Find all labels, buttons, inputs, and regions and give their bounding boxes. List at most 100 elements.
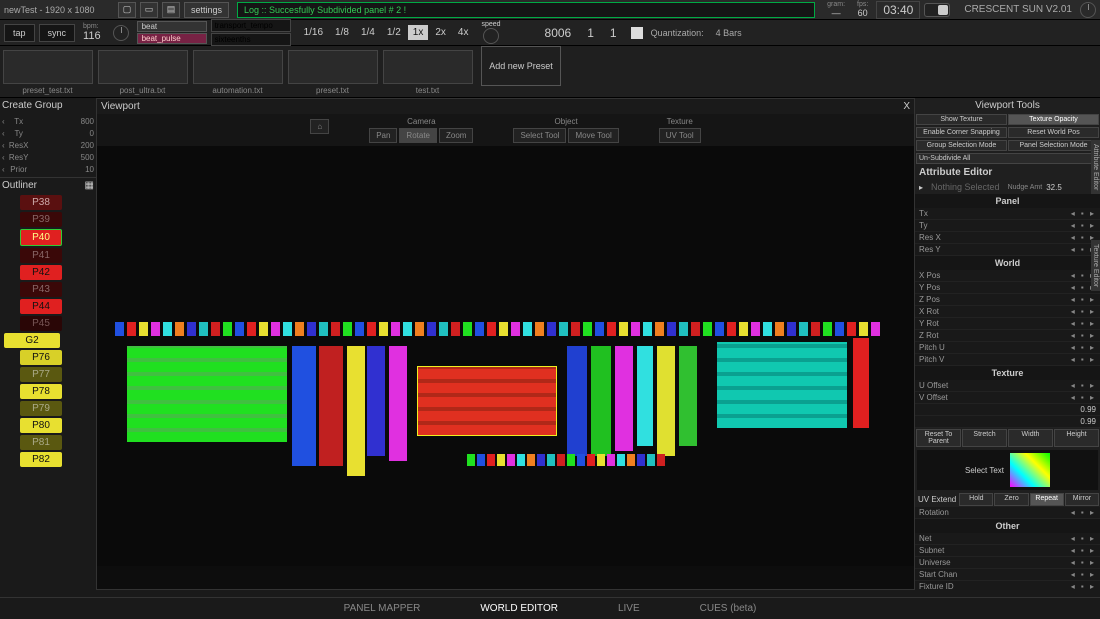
outliner-menu-icon[interactable]: ▦ <box>85 180 94 191</box>
transport-fields[interactable] <box>211 19 291 46</box>
bottom-tab[interactable]: LIVE <box>618 603 640 614</box>
outliner-item[interactable]: P80 <box>20 418 62 433</box>
preset-slot[interactable]: test.txt <box>380 46 475 97</box>
vpt-pill[interactable]: Group Selection Mode <box>916 140 1007 151</box>
texture-thumbnail[interactable]: Select Text <box>917 450 1098 490</box>
mult-1/8[interactable]: 1/8 <box>330 25 354 40</box>
cg-row[interactable]: ‹Ty0 <box>2 127 94 139</box>
side-tab-texture[interactable]: Texture Editor <box>1091 240 1100 291</box>
attr-row[interactable]: 0.99 <box>915 404 1100 416</box>
outliner-item[interactable]: P42 <box>20 265 62 280</box>
outliner-item[interactable]: P38 <box>20 195 62 210</box>
mult-4x[interactable]: 4x <box>453 25 474 40</box>
preset-slot[interactable]: post_ultra.txt <box>95 46 190 97</box>
quant-value[interactable]: 4 Bars <box>716 28 742 38</box>
master-dial-icon[interactable] <box>1080 2 1096 18</box>
tex-btn[interactable]: Stretch <box>962 429 1007 447</box>
subdivision-input[interactable] <box>211 33 291 46</box>
tool-move tool[interactable]: Move Tool <box>568 128 618 143</box>
attr-row[interactable]: Net◂ ▪ ▸ <box>915 533 1100 545</box>
collapse-icon[interactable]: ▸ <box>919 183 923 192</box>
vpt-pill[interactable]: Panel Selection Mode <box>1008 140 1099 151</box>
attr-row[interactable]: Res X◂ ▪ ▸ <box>915 232 1100 244</box>
attr-row[interactable]: Y Pos◂ ▪ ▸ <box>915 282 1100 294</box>
panel-block[interactable] <box>615 346 633 451</box>
mult-1x[interactable]: 1x <box>408 25 429 40</box>
vpt-pill[interactable]: Show Texture <box>916 114 1007 125</box>
outliner-item[interactable]: P44 <box>20 299 62 314</box>
outliner-item[interactable]: G2 <box>4 333 60 348</box>
attr-row[interactable]: Pitch U◂ ▪ ▸ <box>915 342 1100 354</box>
tex-btn[interactable]: Width <box>1008 429 1053 447</box>
tool-pan[interactable]: Pan <box>369 128 397 143</box>
attr-row[interactable]: Z Rot◂ ▪ ▸ <box>915 330 1100 342</box>
attr-row[interactable]: Z Pos◂ ▪ ▸ <box>915 294 1100 306</box>
mult-1/4[interactable]: 1/4 <box>356 25 380 40</box>
uv-extend-btn[interactable]: Zero <box>994 493 1028 506</box>
unsubdivide-button[interactable]: Un-Subdivide All <box>916 153 1100 164</box>
vpt-pill[interactable]: Texture Opacity <box>1008 114 1099 125</box>
bottom-tab[interactable]: CUES (beta) <box>700 603 757 614</box>
tool-select tool[interactable]: Select Tool <box>513 128 566 143</box>
panel-block[interactable] <box>679 346 697 446</box>
vpt-pill[interactable]: Enable Corner Snapping <box>916 127 1007 138</box>
canvas-3d[interactable] <box>97 146 914 566</box>
bpm-dial-icon[interactable] <box>113 25 129 41</box>
bottom-tab[interactable]: PANEL MAPPER <box>344 603 421 614</box>
panel-block[interactable] <box>127 346 287 442</box>
save-icon[interactable]: ▤ <box>162 2 180 18</box>
panel-block[interactable] <box>567 346 587 456</box>
outliner-item[interactable]: P76 <box>20 350 62 365</box>
beat-select[interactable]: beatbeat_pulse <box>137 21 207 44</box>
power-toggle[interactable] <box>924 3 950 17</box>
tex-btn[interactable]: Reset To Parent <box>916 429 961 447</box>
outliner-item[interactable]: P39 <box>20 212 62 227</box>
outliner-item[interactable]: P41 <box>20 248 62 263</box>
speed-control[interactable]: speed <box>481 21 500 44</box>
attr-row[interactable]: Ty◂ ▪ ▸ <box>915 220 1100 232</box>
outliner-item[interactable]: P43 <box>20 282 62 297</box>
preset-slot[interactable]: automation.txt <box>190 46 285 97</box>
attr-row[interactable]: Res Y◂ ▪ ▸ <box>915 244 1100 256</box>
panel-block[interactable] <box>367 346 385 456</box>
vpt-pill[interactable]: Reset World Pos <box>1008 127 1099 138</box>
attr-row[interactable]: Y Rot◂ ▪ ▸ <box>915 318 1100 330</box>
cg-row[interactable]: ‹Tx800 <box>2 115 94 127</box>
new-icon[interactable]: ▢ <box>118 2 136 18</box>
outliner-item[interactable]: P82 <box>20 452 62 467</box>
panel-block[interactable] <box>319 346 343 466</box>
attr-row[interactable]: Fixture ID◂ ▪ ▸ <box>915 581 1100 590</box>
mult-2x[interactable]: 2x <box>430 25 451 40</box>
outliner-item[interactable]: P40 <box>20 229 62 246</box>
attr-row[interactable]: X Rot◂ ▪ ▸ <box>915 306 1100 318</box>
uv-extend-btn[interactable]: Mirror <box>1065 493 1099 506</box>
panel-block[interactable] <box>717 342 847 428</box>
attr-row[interactable]: Universe◂ ▪ ▸ <box>915 557 1100 569</box>
open-icon[interactable]: ▭ <box>140 2 158 18</box>
outliner-item[interactable]: P81 <box>20 435 62 450</box>
sync-button[interactable]: sync <box>39 24 76 42</box>
speed-dial-icon[interactable] <box>483 28 499 44</box>
attr-row[interactable]: 0.99 <box>915 416 1100 428</box>
attr-row[interactable]: Subnet◂ ▪ ▸ <box>915 545 1100 557</box>
cg-row[interactable]: ‹ResX200 <box>2 139 94 151</box>
cg-row[interactable]: ‹Prior10 <box>2 163 94 175</box>
outliner-item[interactable]: P45 <box>20 316 62 331</box>
tap-button[interactable]: tap <box>4 24 35 42</box>
attr-row[interactable]: X Pos◂ ▪ ▸ <box>915 270 1100 282</box>
outliner-item[interactable]: P79 <box>20 401 62 416</box>
tool-rotate[interactable]: Rotate <box>399 128 437 143</box>
beat-option[interactable]: beat_pulse <box>137 33 207 44</box>
mult-1/2[interactable]: 1/2 <box>382 25 406 40</box>
attr-row[interactable]: Tx◂ ▪ ▸ <box>915 208 1100 220</box>
settings-button[interactable]: settings <box>184 2 229 18</box>
attr-row[interactable]: Start Chan◂ ▪ ▸ <box>915 569 1100 581</box>
uv-extend-btn[interactable]: Hold <box>959 493 993 506</box>
panel-block[interactable] <box>657 346 675 456</box>
quant-checkbox[interactable] <box>631 27 643 39</box>
panel-block[interactable] <box>347 346 365 476</box>
transport-tempo-input[interactable] <box>211 19 291 32</box>
preset-slot[interactable]: preset.txt <box>285 46 380 97</box>
panel-block[interactable] <box>637 346 653 446</box>
outliner-item[interactable]: P77 <box>20 367 62 382</box>
